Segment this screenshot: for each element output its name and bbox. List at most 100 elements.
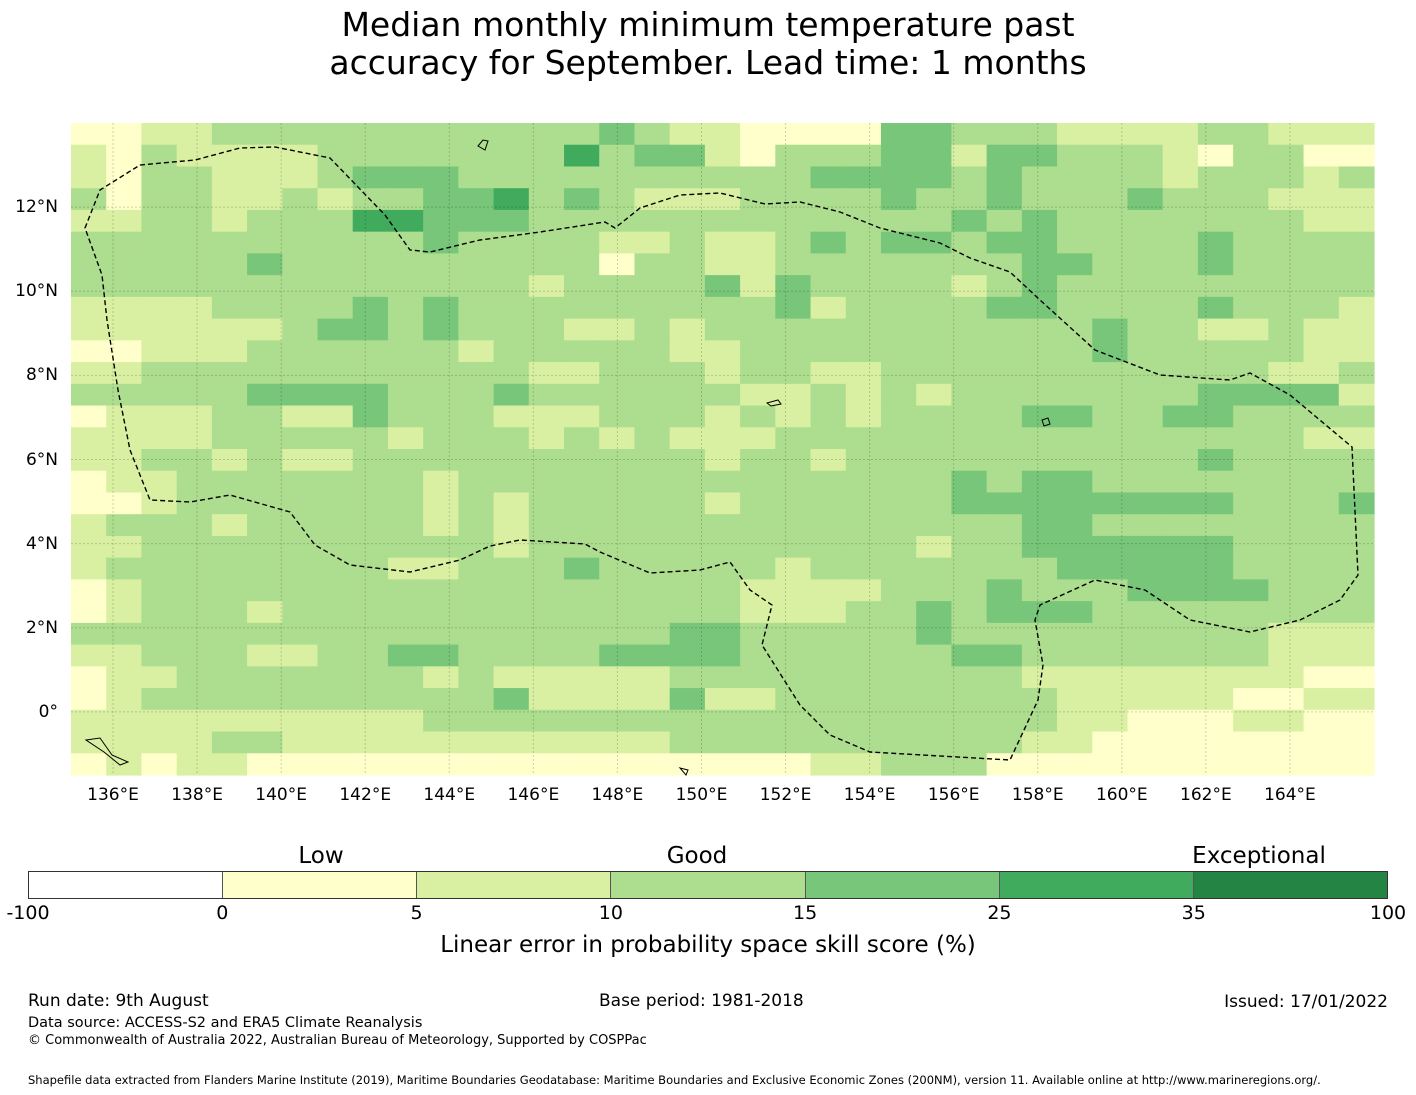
latitude-tick-label: 12°N: [15, 197, 58, 218]
grid-cell: [1162, 709, 1199, 733]
grid-cell: [951, 535, 988, 559]
grid-cell: [599, 514, 636, 537]
grid-cell: [1127, 644, 1164, 667]
grid-cell: [176, 644, 213, 667]
grid-cell: [1197, 492, 1234, 515]
category-good: Good: [666, 843, 728, 869]
grid-cell: [282, 535, 319, 559]
grid-cell: [458, 535, 495, 559]
grid-cell: [1021, 188, 1058, 211]
grid-cell: [458, 318, 495, 341]
grid-cell: [1092, 340, 1129, 363]
grid-cell: [387, 753, 424, 776]
grid-cell: [916, 731, 953, 754]
grid-cell: [387, 383, 424, 407]
grid-cell: [1338, 188, 1375, 211]
grid-cell: [352, 405, 389, 428]
grid-cell: [1233, 209, 1269, 233]
grid-cell: [1057, 209, 1093, 233]
grid-cell: [458, 688, 495, 711]
grid-cell: [986, 449, 1023, 472]
grid-cell: [1162, 318, 1199, 341]
grid-cell: [564, 188, 600, 211]
colorbar: [28, 871, 1388, 899]
grid-cell: [282, 753, 319, 776]
grid-cell: [1303, 123, 1340, 146]
grid-cell: [1303, 383, 1340, 407]
grid-cell: [1338, 166, 1375, 189]
grid-cell: [564, 340, 600, 363]
grid-cell: [352, 644, 389, 667]
grid-cell: [493, 340, 530, 363]
grid-cell: [704, 688, 741, 711]
grid-cell: [599, 492, 636, 515]
grid-cell: [211, 296, 248, 320]
grid-cell: [317, 427, 354, 450]
grid-cell: [71, 123, 107, 146]
grid-cell: [599, 666, 636, 689]
grid-cell: [916, 362, 953, 385]
grid-cell: [1127, 427, 1164, 450]
grid-cell: [528, 753, 565, 776]
grid-cell: [775, 449, 812, 472]
grid-cell: [458, 470, 495, 494]
grid-cell: [704, 492, 741, 515]
grid-cell: [775, 275, 812, 298]
grid-cell: [880, 405, 917, 428]
grid-cell: [986, 535, 1023, 559]
grid-cell: [423, 296, 459, 320]
grid-cell: [1303, 449, 1340, 472]
grid-cell: [1338, 535, 1375, 559]
grid-cell: [810, 731, 847, 754]
grid-cell: [1197, 579, 1234, 602]
grid-cell: [916, 144, 953, 168]
grid-cell: [634, 209, 671, 233]
grid-cell: [1021, 296, 1058, 320]
grid-cell: [880, 253, 917, 276]
grid-cell: [493, 383, 530, 407]
grid-cell: [71, 166, 107, 189]
grid-cell: [528, 144, 565, 168]
grid-cell: [740, 231, 776, 254]
grid-cell: [141, 144, 178, 168]
grid-cell: [810, 644, 847, 667]
grid-cell: [141, 557, 178, 580]
grid-cell: [1092, 579, 1129, 602]
colorbar-tick-label: 0: [216, 902, 229, 924]
grid-cell: [1162, 383, 1199, 407]
grid-cell: [141, 535, 178, 559]
grid-cell: [1338, 492, 1375, 515]
grid-cell: [810, 753, 847, 776]
grid-cell: [916, 318, 953, 341]
grid-cell: [528, 622, 565, 646]
grid-cell: [211, 362, 248, 385]
grid-cell: [282, 688, 319, 711]
grid-cell: [880, 666, 917, 689]
grid-cell: [458, 253, 495, 276]
grid-cell: [71, 753, 107, 776]
grid-cell: [423, 579, 459, 602]
grid-cell: [106, 405, 143, 428]
grid-cell: [317, 535, 354, 559]
grid-cell: [740, 644, 776, 667]
grid-cell: [775, 470, 812, 494]
grid-cell: [1057, 514, 1093, 537]
grid-cell: [564, 209, 600, 233]
grid-cell: [1057, 601, 1093, 624]
grid-cell: [71, 340, 107, 363]
grid-cell: [1338, 470, 1375, 494]
graticule: [71, 123, 1374, 775]
grid-cell: [317, 144, 354, 168]
grid-cell: [176, 144, 213, 168]
grid-cell: [1303, 470, 1340, 494]
grid-cell: [1057, 166, 1093, 189]
grid-cell: [951, 666, 988, 689]
grid-cell: [1338, 557, 1375, 580]
grid-cell: [528, 188, 565, 211]
grid-cell: [247, 535, 283, 559]
grid-cell: [247, 362, 283, 385]
grid-cell: [634, 688, 671, 711]
grid-cell: [704, 166, 741, 189]
grid-cell: [564, 231, 600, 254]
grid-cell: [1197, 166, 1234, 189]
